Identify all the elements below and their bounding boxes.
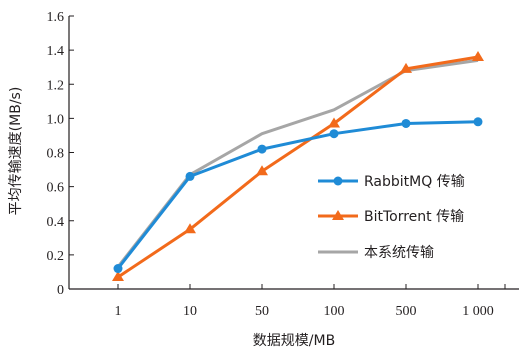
data-point (185, 171, 195, 181)
y-axis-ticks: 0 0.2 0.4 0.6 0.8 1.0 1.2 1.4 1.6 (47, 10, 74, 298)
y-tick-label: 1.4 (47, 44, 65, 59)
series-layer (112, 50, 484, 282)
series-line-0 (116, 120, 479, 270)
x-tick-label: 500 (396, 304, 417, 319)
legend-marker (333, 176, 343, 186)
y-tick-label: 0.4 (47, 215, 65, 230)
x-tick-label: 1 000 (462, 304, 494, 319)
data-point (329, 129, 339, 139)
y-tick-label: 1.0 (47, 112, 65, 127)
data-point (256, 165, 268, 176)
data-point (113, 264, 123, 274)
x-tick-label: 1 (115, 304, 122, 319)
x-axis-title: 数据规模/MB (253, 333, 335, 349)
y-tick-label: 1.6 (47, 10, 65, 25)
x-tick-label: 100 (324, 304, 345, 319)
data-point (400, 62, 412, 73)
data-point (112, 271, 124, 282)
series-line-1 (117, 55, 479, 279)
data-point (257, 144, 267, 154)
y-axis-title: 平均传输速度(MB/s) (8, 87, 24, 216)
y-tick-label: 0.2 (47, 249, 65, 264)
y-tick-label: 1.2 (47, 78, 65, 93)
axes (68, 16, 519, 290)
y-tick-label: 0.6 (47, 181, 65, 196)
data-point (473, 117, 483, 127)
data-point (401, 118, 411, 128)
data-point (328, 117, 340, 128)
series-line-2 (116, 58, 479, 268)
legend-label-0: RabbitMQ 传输 (364, 174, 465, 190)
legend-label-2: 本系统传输 (364, 245, 434, 261)
legend-label-1: BitTorrent 传输 (364, 209, 464, 225)
y-tick-label: 0 (57, 283, 64, 298)
x-tick-label: 50 (255, 304, 269, 319)
data-point (472, 50, 484, 61)
data-point (184, 223, 196, 234)
x-tick-label: 10 (183, 304, 197, 319)
legend-marker (332, 210, 344, 220)
x-axis-ticks: 1 10 50 100 500 1 000 (115, 284, 506, 319)
y-tick-label: 0.8 (47, 147, 65, 162)
